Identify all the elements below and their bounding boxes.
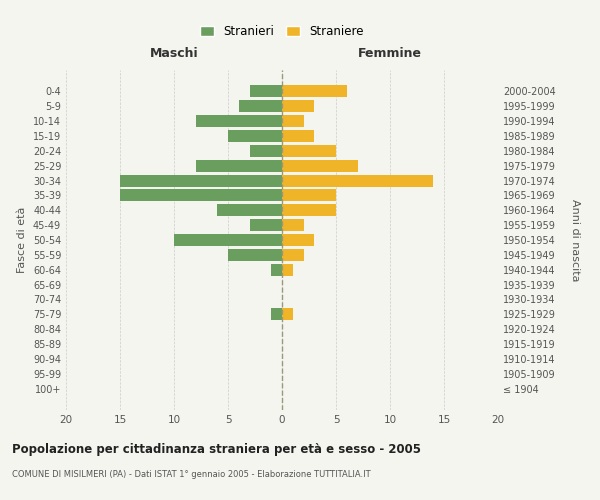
Bar [250, 145, 282, 157]
Bar [282, 100, 314, 112]
Bar [282, 249, 304, 261]
Bar [271, 308, 282, 320]
Bar [282, 86, 347, 98]
Bar [282, 145, 336, 157]
Bar [282, 130, 314, 142]
Bar [239, 100, 282, 112]
Legend: Stranieri, Straniere: Stranieri, Straniere [200, 25, 364, 38]
Text: COMUNE DI MISILMERI (PA) - Dati ISTAT 1° gennaio 2005 - Elaborazione TUTTITALIA.: COMUNE DI MISILMERI (PA) - Dati ISTAT 1°… [12, 470, 371, 479]
Bar [174, 234, 282, 246]
Bar [228, 249, 282, 261]
Bar [250, 219, 282, 231]
Bar [282, 174, 433, 186]
Bar [120, 174, 282, 186]
Bar [282, 219, 304, 231]
Y-axis label: Anni di nascita: Anni di nascita [569, 198, 580, 281]
Bar [271, 264, 282, 276]
Bar [196, 160, 282, 172]
Text: Popolazione per cittadinanza straniera per età e sesso - 2005: Popolazione per cittadinanza straniera p… [12, 442, 421, 456]
Bar [217, 204, 282, 216]
Bar [250, 86, 282, 98]
Y-axis label: Fasce di età: Fasce di età [17, 207, 27, 273]
Bar [282, 204, 336, 216]
Text: Femmine: Femmine [358, 47, 422, 60]
Bar [282, 234, 314, 246]
Bar [282, 308, 293, 320]
Text: Maschi: Maschi [149, 47, 199, 60]
Bar [282, 190, 336, 202]
Bar [282, 115, 304, 127]
Bar [120, 190, 282, 202]
Bar [282, 264, 293, 276]
Bar [196, 115, 282, 127]
Bar [282, 160, 358, 172]
Bar [228, 130, 282, 142]
